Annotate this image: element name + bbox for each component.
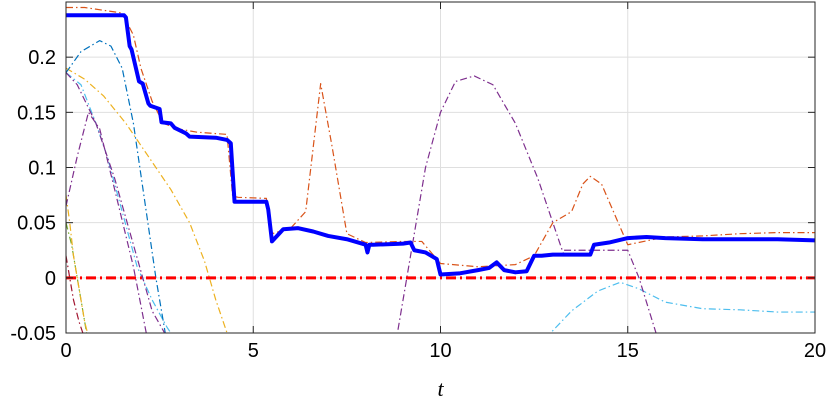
x-tick-label: 20 <box>804 340 826 362</box>
series-line-13 <box>66 222 88 333</box>
series-line-8 <box>66 40 166 333</box>
series-line-9 <box>66 72 172 333</box>
x-tick-label: 10 <box>429 340 451 362</box>
series-layer <box>66 6 815 333</box>
x-tick-label: 15 <box>617 340 639 362</box>
series-line-11 <box>66 67 228 333</box>
series-line-4 <box>396 75 565 333</box>
y-tick-label: 0 <box>45 268 56 290</box>
x-tick-label: 0 <box>60 340 71 362</box>
y-tick-label: 0.2 <box>28 47 56 69</box>
series-line-6 <box>66 72 166 333</box>
series-line-7 <box>66 111 147 333</box>
tick-marks <box>65 2 816 334</box>
x-tick-labels: 0 5 10 15 20 <box>60 340 826 362</box>
y-tick-label: 0.05 <box>17 213 56 235</box>
series-line-14 <box>66 255 84 333</box>
series-line-5 <box>564 249 657 333</box>
x-axis-label: t <box>437 376 444 401</box>
series-line-1 <box>66 13 815 277</box>
series-line-10 <box>549 281 815 333</box>
series-line-12 <box>66 194 89 333</box>
grid-lines <box>65 2 816 334</box>
y-tick-labels: -0.05 0 0.05 0.1 0.15 0.2 <box>10 47 56 345</box>
x-tick-label: 5 <box>248 340 259 362</box>
y-tick-label: -0.05 <box>10 323 56 345</box>
y-tick-label: 0.1 <box>28 158 56 180</box>
y-tick-label: 0.15 <box>17 102 56 124</box>
